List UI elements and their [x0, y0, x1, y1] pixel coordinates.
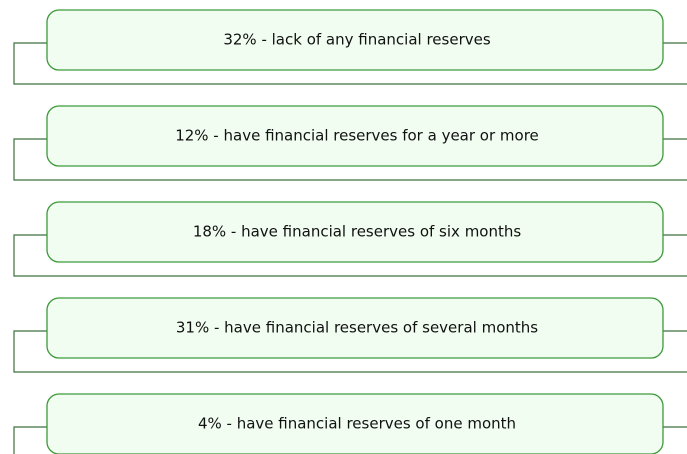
item-box	[46, 393, 664, 454]
connector	[13, 138, 687, 181]
connector	[13, 234, 687, 277]
item-text: 32% - lack of any financial reserves	[223, 31, 490, 49]
item-text: 12% - have financial reserves for a year…	[175, 127, 539, 145]
item-box	[46, 297, 664, 359]
item-text: 18% - have financial reserves of six mon…	[193, 223, 522, 241]
item-text: 4% - have financial reserves of one mont…	[198, 415, 516, 433]
item-box	[46, 105, 664, 167]
item-text: 31% - have financial reserves of several…	[176, 319, 538, 337]
connector	[13, 426, 47, 454]
connector	[13, 330, 687, 373]
item-box	[46, 9, 664, 71]
connector	[13, 42, 687, 85]
item-box	[46, 201, 664, 263]
